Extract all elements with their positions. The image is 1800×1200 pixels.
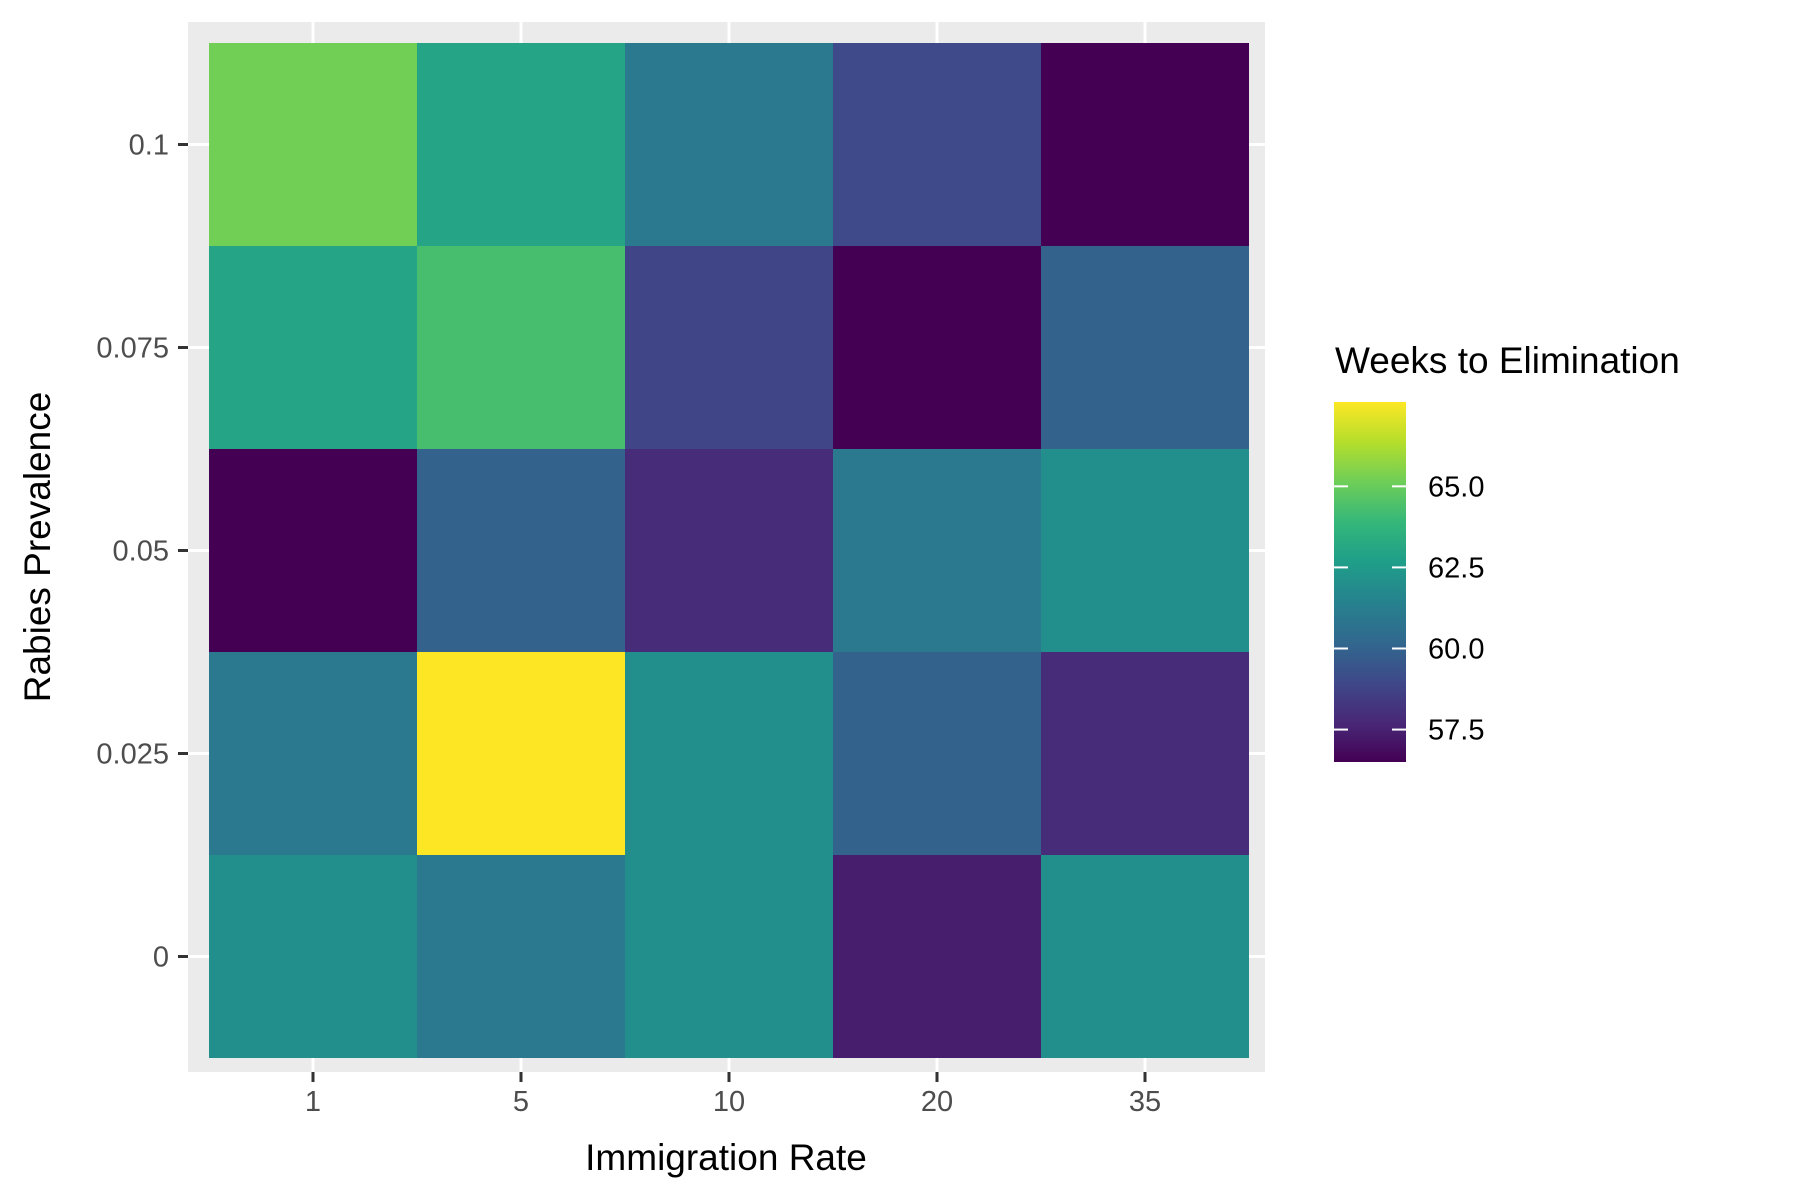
legend-colorbar <box>1334 402 1406 762</box>
legend-label: 62.5 <box>1428 552 1484 584</box>
heatmap-cell <box>417 449 625 652</box>
heatmap-cell <box>833 449 1041 652</box>
heatmap-cell <box>417 652 625 855</box>
x-tick-label: 1 <box>305 1086 321 1118</box>
x-axis: 1 5 10 20 35 <box>305 1072 1161 1118</box>
heatmap-cell <box>1041 246 1249 449</box>
heatmap-cell <box>833 246 1041 449</box>
heatmap-cell <box>1041 855 1249 1058</box>
x-tick-label: 35 <box>1129 1086 1161 1118</box>
x-axis-title: Immigration Rate <box>585 1137 867 1178</box>
x-tick-label: 5 <box>513 1086 529 1118</box>
heatmap-cell <box>1041 449 1249 652</box>
heatmap-cell <box>625 246 833 449</box>
y-tick-label: 0.025 <box>96 739 169 771</box>
heatmap-cell <box>209 246 417 449</box>
heatmap-cell <box>833 855 1041 1058</box>
heatmap-cell <box>625 652 833 855</box>
legend-label: 60.0 <box>1428 633 1484 665</box>
legend-title: Weeks to Elimination <box>1335 340 1680 381</box>
legend-ticks: 57.5 60.0 62.5 65.0 <box>1334 471 1484 747</box>
y-tick-label: 0.1 <box>129 130 169 162</box>
legend-label: 57.5 <box>1428 715 1484 747</box>
heatmap-cell <box>417 246 625 449</box>
y-axis: 0 0.025 0.05 0.075 0.1 <box>96 130 188 974</box>
heatmap-cell <box>209 43 417 246</box>
y-tick-label: 0.075 <box>96 333 169 365</box>
legend: Weeks to Elimination 57.5 60.0 62.5 65.0 <box>1334 340 1680 762</box>
heatmap-cell <box>209 449 417 652</box>
legend-label: 65.0 <box>1428 471 1484 503</box>
y-axis-title: Rabies Prevalence <box>17 392 58 703</box>
x-tick-label: 20 <box>921 1086 953 1118</box>
heatmap-cell <box>833 43 1041 246</box>
heatmap-cells <box>209 43 1249 1058</box>
y-tick-label: 0.05 <box>113 536 169 568</box>
heatmap-cell <box>1041 43 1249 246</box>
heatmap-cell <box>625 855 833 1058</box>
heatmap-cell <box>833 652 1041 855</box>
y-tick-label: 0 <box>153 942 169 974</box>
heatmap-cell <box>209 855 417 1058</box>
heatmap-cell <box>417 855 625 1058</box>
heatmap-cell <box>625 449 833 652</box>
heatmap-cell <box>417 43 625 246</box>
heatmap-cell <box>1041 652 1249 855</box>
heatmap-cell <box>209 652 417 855</box>
heatmap-cell <box>625 43 833 246</box>
x-tick-label: 10 <box>713 1086 745 1118</box>
